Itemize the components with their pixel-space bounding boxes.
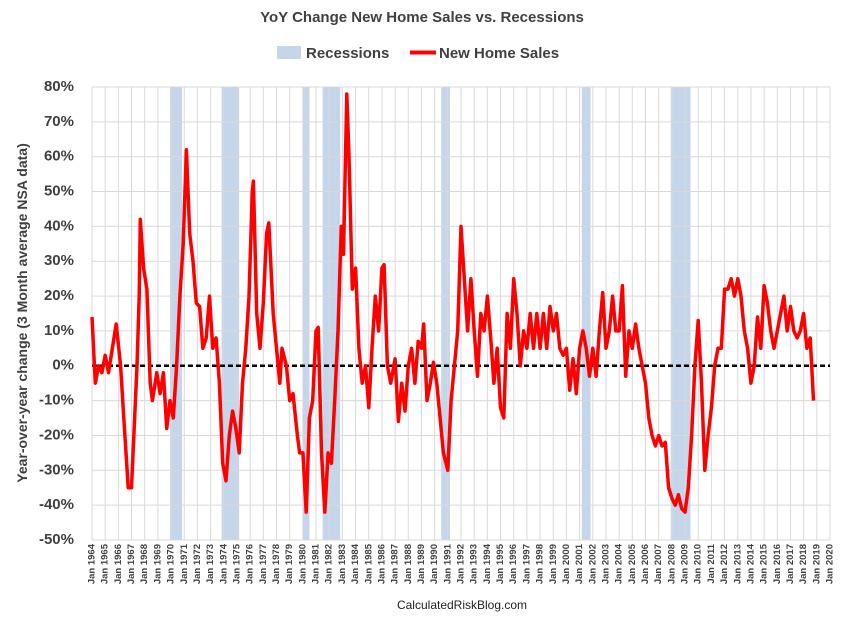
- y-tick-label: 70%: [44, 113, 74, 130]
- x-tick-label: Jan 1974: [218, 543, 229, 584]
- x-tick-label: Jan 2002: [587, 544, 598, 584]
- x-tick-label: Jan 1978: [271, 544, 282, 584]
- x-tick-label: Jan 2017: [785, 544, 796, 584]
- x-tick-label: Jan 2004: [614, 543, 625, 584]
- y-tick-label: 80%: [44, 78, 74, 95]
- x-tick-label: Jan 1998: [535, 544, 546, 584]
- x-tick-label: Jan 2001: [574, 543, 585, 584]
- x-tick-label: Jan 1984: [350, 543, 361, 584]
- x-tick-label: Jan 1975: [231, 543, 242, 584]
- x-tick-label: Jan 1964: [87, 543, 98, 584]
- y-tick-label: -20%: [39, 426, 74, 443]
- recession: [581, 87, 591, 540]
- x-tick-label: Jan 2013: [732, 544, 743, 584]
- x-tick-label: Jan 2019: [811, 544, 822, 584]
- y-tick-label: 60%: [44, 148, 74, 165]
- x-tick-label: Jan 1979: [284, 544, 295, 584]
- recession: [169, 87, 183, 540]
- x-tick-label: Jan 1977: [258, 544, 269, 584]
- x-tick-label: Jan 2020: [825, 544, 836, 584]
- recession: [441, 87, 451, 540]
- x-tick-label: Jan 2012: [719, 544, 730, 584]
- y-axis-label: Year-over-year change (3 Month average N…: [14, 143, 30, 483]
- x-tick-label: Jan 1976: [245, 544, 256, 584]
- legend-label: Recessions: [306, 45, 389, 62]
- x-tick-label: Jan 1969: [152, 544, 163, 584]
- y-tick-label: 40%: [44, 217, 74, 234]
- x-tick-label: Jan 1972: [192, 544, 203, 584]
- recession: [322, 87, 341, 540]
- y-tick-label: 20%: [44, 287, 74, 304]
- x-tick-label: Jan 2011: [706, 543, 717, 583]
- x-tick-label: Jan 2008: [666, 544, 677, 584]
- x-tick-label: Jan 1983: [337, 544, 348, 584]
- x-tick-label: Jan 2006: [640, 544, 651, 584]
- x-tick-label: Jan 2018: [798, 544, 809, 584]
- x-tick-label: Jan 1991: [442, 543, 453, 584]
- recession: [302, 87, 310, 540]
- x-tick-label: Jan 1982: [324, 544, 335, 584]
- x-tick-label: Jan 2014: [745, 543, 756, 584]
- x-tick-label: Jan 1965: [100, 543, 111, 584]
- y-tick-label: 50%: [44, 183, 74, 200]
- x-tick-label: Jan 2015: [759, 543, 770, 584]
- x-tick-label: Jan 2005: [627, 543, 638, 584]
- y-tick-label: 0%: [52, 357, 74, 374]
- chart-title: YoY Change New Home Sales vs. Recessions: [260, 9, 584, 26]
- x-tick-label: Jan 1981: [311, 543, 322, 584]
- x-tick-label: Jan 1980: [297, 544, 308, 584]
- x-tick-label: Jan 1985: [363, 543, 374, 584]
- y-tick-label: 10%: [44, 322, 74, 339]
- x-tick-label: Jan 2016: [772, 544, 783, 584]
- legend-label: New Home Sales: [439, 45, 559, 62]
- y-tick-label: -40%: [39, 496, 74, 513]
- x-tick-label: Jan 2007: [653, 544, 664, 584]
- recession: [670, 87, 691, 540]
- y-tick-label: -30%: [39, 461, 74, 478]
- y-tick-label: 30%: [44, 252, 74, 269]
- x-tick-label: Jan 1996: [508, 544, 519, 584]
- x-tick-label: Jan 1970: [166, 544, 177, 584]
- x-tick-label: Jan 1973: [205, 544, 216, 584]
- x-tick-label: Jan 1999: [548, 544, 559, 584]
- x-tick-label: Jan 1966: [113, 544, 124, 584]
- line: [90, 92, 816, 514]
- x-tick-label: Jan 1988: [403, 544, 414, 584]
- y-tick-label: -50%: [39, 531, 74, 548]
- x-tick-label: Jan 1993: [469, 544, 480, 584]
- x-tick-label: Jan 2009: [680, 544, 691, 584]
- x-tick-label: Jan 1989: [416, 544, 427, 584]
- x-tick-label: Jan 1994: [482, 543, 493, 584]
- x-tick-label: Jan 1967: [126, 544, 137, 584]
- x-tick-label: Jan 1986: [376, 544, 387, 584]
- x-tick-label: Jan 1992: [456, 544, 467, 584]
- x-tick-label: Jan 2010: [693, 544, 704, 584]
- x-tick-label: Jan 2000: [561, 544, 572, 584]
- x-tick-label: Jan 1968: [139, 544, 150, 584]
- x-tick-label: Jan 1971: [179, 543, 190, 584]
- y-tick-label: -10%: [39, 392, 74, 409]
- x-tick-label: Jan 1987: [390, 544, 401, 584]
- legend-swatch: [277, 46, 301, 59]
- x-tick-label: Jan 2003: [600, 544, 611, 584]
- x-tick-label: Jan 1997: [521, 544, 532, 584]
- x-tick-label: Jan 1995: [495, 543, 506, 584]
- x-tick-label: Jan 1990: [429, 544, 440, 584]
- source: CalculatedRiskBlog.com: [397, 598, 527, 612]
